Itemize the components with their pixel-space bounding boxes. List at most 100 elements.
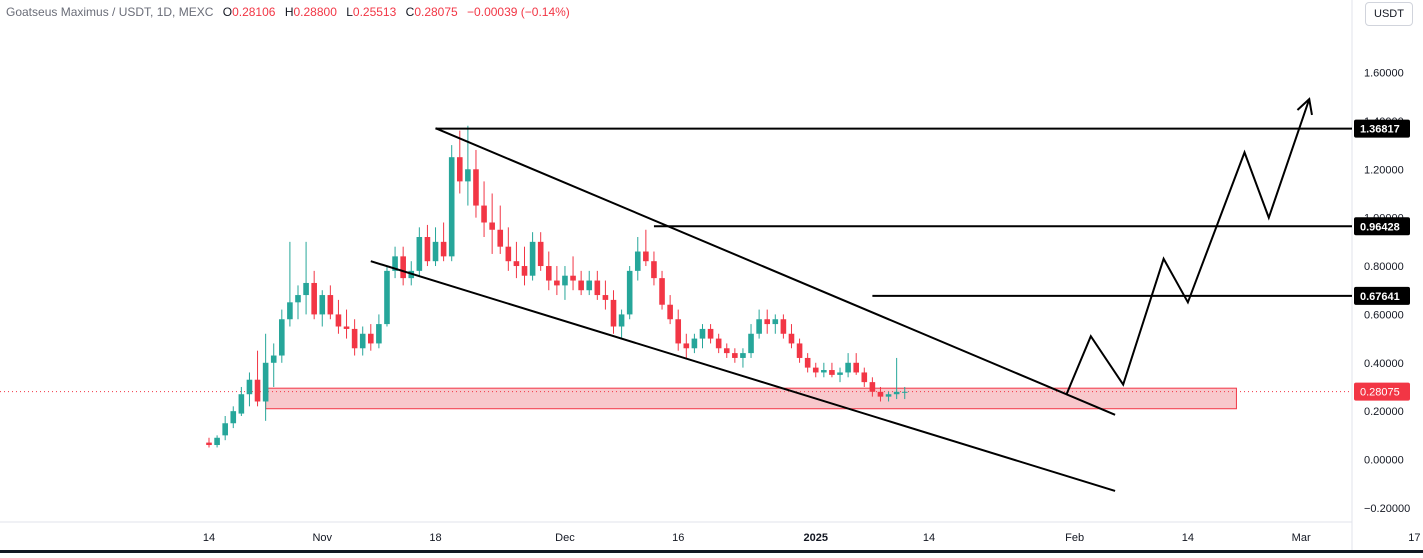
candle-body[interactable]	[837, 372, 843, 375]
candle-body[interactable]	[335, 314, 342, 327]
candle-body[interactable]	[602, 295, 609, 300]
channel-upper-line[interactable]	[435, 127, 1116, 416]
candle-body[interactable]	[723, 348, 730, 354]
candle-body[interactable]	[376, 324, 382, 344]
candle-body[interactable]	[521, 266, 528, 276]
candle-body[interactable]	[578, 280, 584, 291]
y-tick-label: 0.40000	[1364, 358, 1404, 370]
candle-body[interactable]	[473, 169, 479, 206]
candle-body[interactable]	[537, 241, 544, 267]
candle-body[interactable]	[659, 278, 665, 305]
candle-body[interactable]	[651, 261, 657, 279]
candle-body[interactable]	[634, 251, 641, 271]
candle-body[interactable]	[788, 333, 795, 344]
candle-body[interactable]	[594, 280, 601, 296]
candle-body[interactable]	[562, 275, 568, 286]
candle-body[interactable]	[699, 328, 706, 339]
support-zone[interactable]	[265, 387, 1237, 410]
close-label: C	[405, 5, 415, 19]
candle-body[interactable]	[497, 229, 504, 247]
candle-body[interactable]	[691, 338, 698, 349]
y-tick-label: 1.20000	[1364, 164, 1404, 176]
candle-body[interactable]	[489, 222, 495, 230]
candle-body[interactable]	[327, 295, 334, 315]
candle-body[interactable]	[845, 362, 851, 373]
candle-body[interactable]	[400, 256, 406, 279]
candle-body[interactable]	[570, 275, 576, 281]
candle-body[interactable]	[351, 328, 358, 349]
candle-body[interactable]	[821, 370, 827, 373]
candle-body[interactable]	[877, 391, 884, 397]
candle-body[interactable]	[214, 437, 220, 446]
open-value: 0.28106	[232, 5, 276, 19]
candle-body[interactable]	[893, 391, 900, 395]
candle-body[interactable]	[440, 241, 447, 257]
candle-body[interactable]	[707, 328, 714, 339]
candle-body[interactable]	[424, 237, 431, 262]
candle-body[interactable]	[796, 343, 803, 358]
candle-body[interactable]	[829, 370, 835, 375]
candle-body[interactable]	[343, 326, 350, 329]
candle-body[interactable]	[392, 256, 398, 271]
candle-body[interactable]	[740, 353, 746, 358]
candle-body[interactable]	[448, 157, 455, 257]
candle-body[interactable]	[780, 319, 787, 334]
candle-body[interactable]	[812, 367, 819, 373]
candle-body[interactable]	[869, 382, 876, 392]
candle-body[interactable]	[732, 353, 738, 358]
candle-body[interactable]	[481, 205, 487, 223]
candle-body[interactable]	[618, 314, 625, 327]
candle-body[interactable]	[748, 333, 754, 354]
candle-body[interactable]	[456, 157, 463, 182]
candle-body[interactable]	[675, 319, 682, 344]
candle-body[interactable]	[764, 319, 771, 325]
candle-body[interactable]	[432, 241, 439, 262]
projection-path[interactable]	[1065, 98, 1311, 395]
candle-body[interactable]	[295, 295, 301, 303]
candle-body[interactable]	[206, 442, 212, 446]
candle-body[interactable]	[772, 319, 779, 325]
candle-body[interactable]	[416, 237, 423, 271]
candle-body[interactable]	[262, 362, 269, 402]
candle-body[interactable]	[853, 362, 859, 373]
candle-body[interactable]	[238, 394, 245, 414]
candle-body[interactable]	[279, 319, 285, 356]
candle-body[interactable]	[465, 169, 471, 182]
candle-body[interactable]	[861, 372, 868, 383]
level-label-box	[1354, 286, 1410, 305]
candle-body[interactable]	[610, 299, 617, 327]
currency-button[interactable]: USDT	[1365, 2, 1413, 26]
bottom-border	[0, 550, 1423, 553]
candle-body[interactable]	[554, 280, 560, 286]
channel-lower-line[interactable]	[370, 260, 1116, 492]
candle-body[interactable]	[505, 246, 512, 262]
candle-body[interactable]	[368, 333, 374, 344]
candle-body[interactable]	[545, 266, 552, 281]
candle-body[interactable]	[254, 379, 261, 402]
candle-body[interactable]	[715, 338, 722, 349]
candle-body[interactable]	[529, 241, 536, 276]
candle-body[interactable]	[804, 357, 811, 368]
candle-body[interactable]	[319, 295, 326, 315]
candle-body[interactable]	[756, 319, 762, 334]
candle-body[interactable]	[287, 302, 293, 320]
candle-body[interactable]	[513, 261, 520, 267]
candle-body[interactable]	[626, 270, 633, 315]
x-tick-label: 14	[923, 532, 935, 544]
candle-body[interactable]	[683, 343, 690, 349]
candle-body[interactable]	[586, 280, 593, 291]
candle-body[interactable]	[222, 423, 228, 436]
candle-body[interactable]	[359, 333, 366, 349]
candle-body[interactable]	[643, 251, 649, 262]
candle-body[interactable]	[667, 304, 673, 320]
candle-body[interactable]	[885, 394, 892, 397]
candle-body[interactable]	[246, 379, 253, 395]
candle-body[interactable]	[303, 282, 309, 296]
candle-body[interactable]	[270, 355, 277, 363]
candle-body[interactable]	[901, 391, 908, 393]
candle-body[interactable]	[230, 411, 237, 424]
candle-body[interactable]	[384, 270, 390, 325]
candle-body[interactable]	[311, 282, 317, 315]
